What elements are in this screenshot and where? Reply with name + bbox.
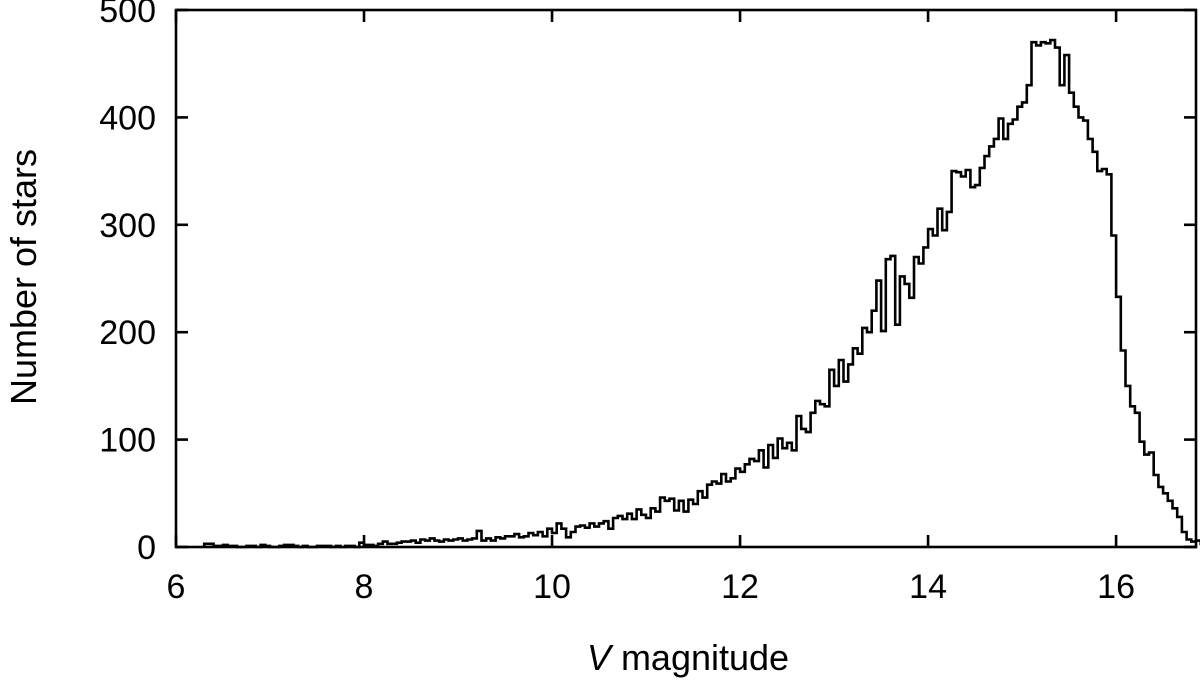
y-axis-title: Number of stars bbox=[3, 149, 44, 405]
x-tick-label: 12 bbox=[721, 568, 759, 606]
y-tick-label: 0 bbox=[137, 529, 156, 567]
x-tick-label: 14 bbox=[909, 568, 947, 606]
plot-frame bbox=[174, 8, 1198, 549]
tick-labels: 6 8 10 12 14 16 0 100 200 300 400 500 bbox=[99, 0, 1135, 606]
axis-ticks bbox=[174, 8, 1196, 549]
y-axis-label: Number of stars bbox=[3, 149, 44, 405]
y-tick-label: 100 bbox=[99, 422, 156, 460]
y-tick-label: 300 bbox=[99, 207, 156, 245]
x-tick-label: 16 bbox=[1097, 568, 1135, 606]
y-tick-label: 500 bbox=[99, 0, 156, 30]
x-tick-label: 8 bbox=[355, 568, 374, 606]
y-tick-label: 200 bbox=[99, 314, 156, 352]
x-tick-label: 6 bbox=[167, 568, 186, 606]
x-axis-variable: V bbox=[587, 637, 614, 678]
x-axis-title: V magnitude bbox=[587, 637, 789, 678]
histogram-series bbox=[202, 38, 1200, 549]
x-tick-label: 10 bbox=[533, 568, 571, 606]
x-axis-unit-label: magnitude bbox=[611, 637, 789, 678]
y-tick-label: 400 bbox=[99, 99, 156, 137]
